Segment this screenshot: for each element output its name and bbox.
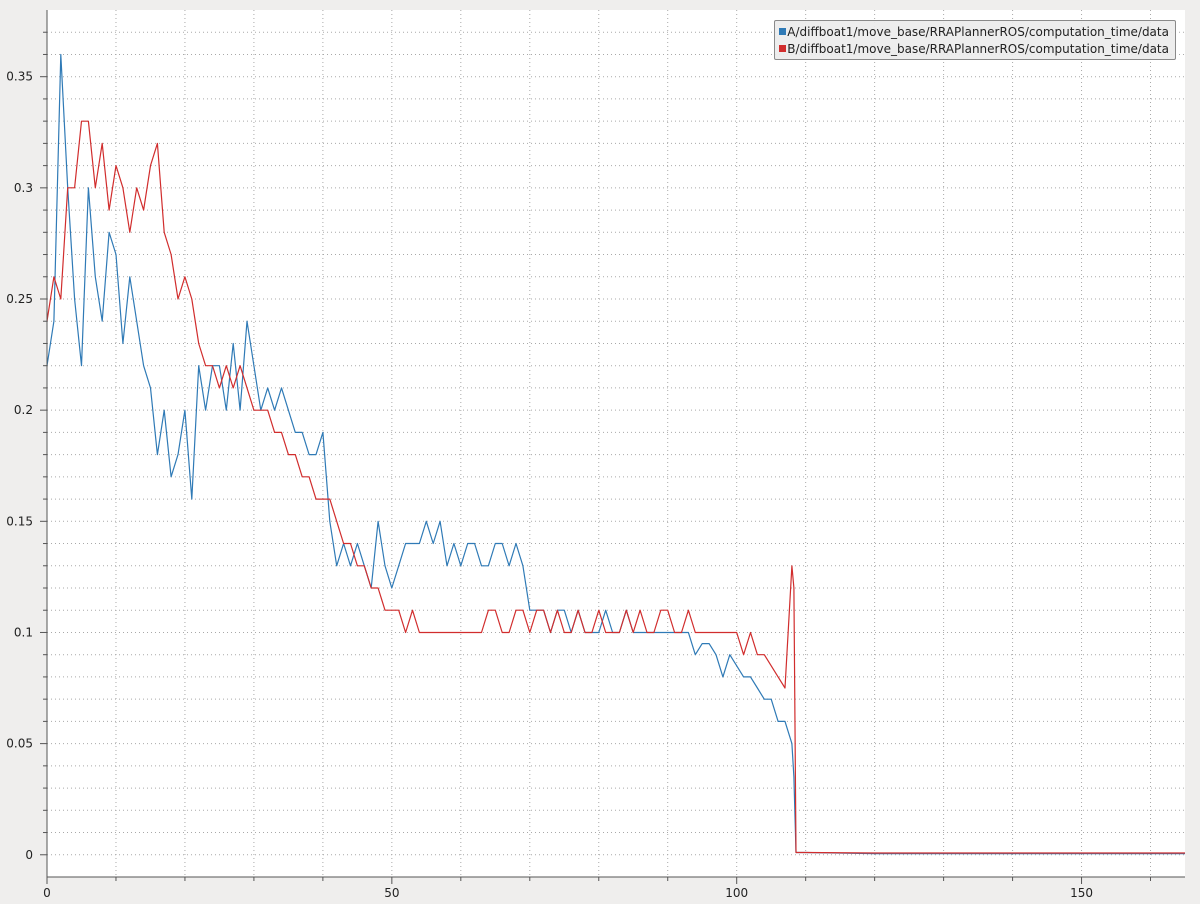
y-tick-label: 0.1 [14, 625, 33, 639]
legend-swatch-b [779, 45, 787, 52]
y-tick-label: 0.25 [6, 292, 33, 306]
axes [40, 10, 1185, 884]
legend-item-a[interactable]: A/diffboat1/move_base/RRAPlannerROS/comp… [779, 23, 1169, 40]
x-tick-label: 50 [384, 886, 399, 900]
y-tick-label: 0.2 [14, 403, 33, 417]
x-tick-label: 150 [1070, 886, 1093, 900]
grid-lines [47, 10, 1185, 877]
legend: A/diffboat1/move_base/RRAPlannerROS/comp… [774, 20, 1176, 60]
y-tick-label: 0.05 [6, 737, 33, 751]
y-tick-label: 0.3 [14, 181, 33, 195]
y-tick-label: 0.15 [6, 514, 33, 528]
x-tick-label: 100 [725, 886, 748, 900]
y-tick-label: 0 [25, 848, 33, 862]
legend-label-a: A/diffboat1/move_base/RRAPlannerROS/comp… [787, 24, 1169, 39]
legend-label-b: B/diffboat1/move_base/RRAPlannerROS/comp… [787, 41, 1169, 56]
tick-labels: 0 0.05 0.1 0.15 0.2 0.25 0.3 0.35 0 50 100 150 [6, 70, 1093, 900]
series-a-line [46, 53, 1185, 855]
series-lines [46, 53, 1185, 855]
x-tick-label: 0 [43, 886, 51, 900]
legend-swatch-a [779, 28, 787, 35]
series-b-line [46, 120, 1185, 854]
plot-background [47, 10, 1185, 877]
legend-item-b[interactable]: B/diffboat1/move_base/RRAPlannerROS/comp… [779, 40, 1169, 57]
y-tick-label: 0.35 [6, 70, 33, 84]
